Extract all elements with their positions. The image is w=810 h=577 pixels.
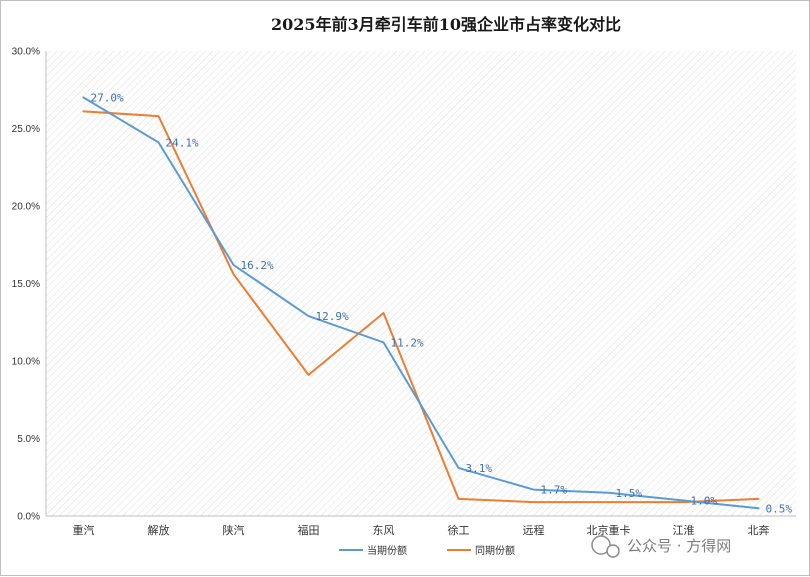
x-tick-label: 徐工 [448, 523, 470, 537]
data-label: 12.9% [316, 310, 349, 323]
x-tick-label: 江淮 [673, 524, 695, 537]
data-label: 1.0% [691, 495, 718, 508]
watermark: 公众号 · 方得网 [592, 536, 731, 557]
x-tick-label: 远程 [523, 524, 545, 537]
watermark-text: 公众号 · 方得网 [627, 537, 731, 555]
x-tick-label: 陕汽 [223, 523, 245, 537]
y-tick-label: 5.0% [17, 434, 40, 445]
x-tick-label: 北奔 [748, 524, 770, 537]
data-label: 11.2% [391, 336, 424, 349]
data-label: 1.7% [541, 484, 568, 497]
x-axis-ticks: 重汽 解放 陕汽 福田 东风 徐工 远程 北京重卡 江淮 北奔 [73, 523, 770, 537]
x-tick-label: 东风 [373, 524, 395, 537]
plot-area [46, 51, 796, 516]
chart-title: 2025年前3月牵引车前10强企业市占率变化对比 [271, 15, 621, 34]
y-tick-label: 20.0% [12, 202, 40, 213]
data-label: 1.5% [616, 487, 643, 500]
wechat-icon-bubble [607, 545, 619, 557]
y-tick-label: 10.0% [12, 357, 40, 368]
y-axis-ticks: 0.0% 5.0% 10.0% 15.0% 20.0% 25.0% 30.0% [12, 47, 40, 523]
y-tick-label: 15.0% [12, 279, 40, 290]
data-label: 3.1% [466, 462, 493, 475]
y-tick-label: 25.0% [12, 124, 40, 135]
y-tick-label: 30.0% [12, 47, 40, 58]
data-label: 0.5% [766, 502, 793, 515]
x-tick-label: 重汽 [73, 523, 95, 537]
legend: 当期份额 同期份额 [339, 544, 515, 557]
data-label: 27.0% [91, 92, 124, 105]
x-tick-label: 北京重卡 [587, 523, 631, 537]
legend-label-previous: 同期份额 [475, 544, 515, 557]
data-label: 24.1% [166, 136, 199, 149]
x-tick-label: 福田 [298, 523, 320, 537]
y-tick-label: 0.0% [17, 512, 40, 523]
legend-label-current: 当期份额 [367, 544, 407, 557]
data-label: 16.2% [241, 259, 274, 272]
x-tick-label: 解放 [148, 523, 170, 537]
